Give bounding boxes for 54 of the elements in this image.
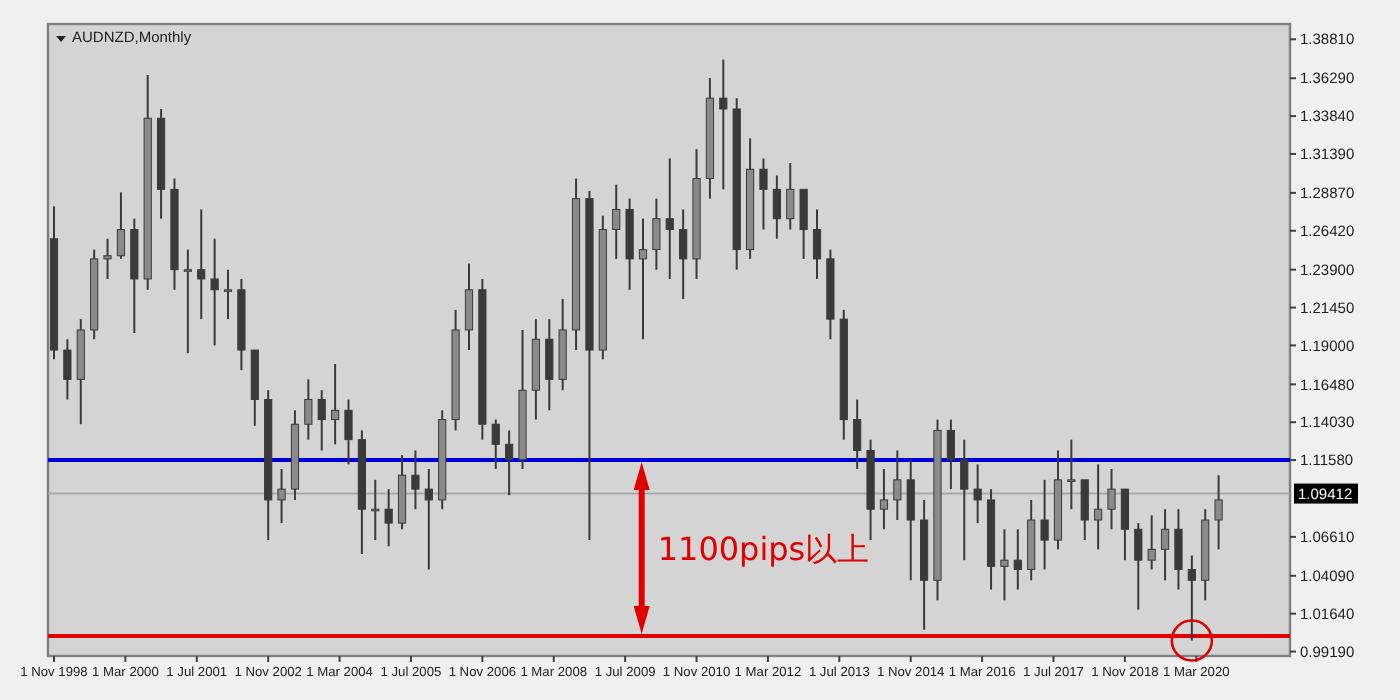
candlestick bbox=[1080, 478, 1089, 542]
candlestick bbox=[1107, 468, 1116, 531]
candlestick bbox=[545, 318, 554, 412]
candlestick bbox=[505, 429, 514, 497]
candlestick bbox=[879, 468, 889, 531]
candlestick bbox=[210, 237, 219, 347]
candlestick bbox=[1120, 488, 1129, 562]
candlestick bbox=[960, 438, 969, 562]
candlestick bbox=[652, 197, 661, 271]
candlestick bbox=[946, 418, 955, 491]
candlestick bbox=[317, 389, 326, 452]
candlestick bbox=[853, 398, 862, 471]
candlestick bbox=[612, 183, 621, 260]
candlestick bbox=[371, 478, 380, 542]
candlestick bbox=[1134, 522, 1143, 611]
candlestick bbox=[197, 208, 206, 321]
candlestick bbox=[973, 463, 982, 525]
candlestick bbox=[331, 362, 340, 446]
candlestick bbox=[464, 262, 474, 352]
candlestick bbox=[304, 378, 313, 441]
candlestick bbox=[411, 449, 420, 511]
candlestick bbox=[103, 237, 112, 280]
candlestick bbox=[1013, 528, 1022, 591]
candlestick bbox=[491, 418, 500, 471]
candlestick bbox=[1147, 514, 1156, 571]
candlestick bbox=[424, 468, 433, 571]
candlestick bbox=[1040, 478, 1049, 571]
candlestick bbox=[1067, 438, 1076, 511]
candlestick bbox=[63, 338, 72, 401]
candlestick bbox=[1187, 554, 1196, 642]
candlestick bbox=[277, 468, 286, 525]
candlestick bbox=[812, 208, 822, 280]
candlestick bbox=[1094, 463, 1103, 551]
candlestick bbox=[223, 268, 233, 321]
candlestick bbox=[1000, 528, 1009, 602]
candlestick bbox=[799, 188, 808, 260]
candlestick bbox=[893, 449, 902, 522]
candlestick bbox=[786, 162, 795, 231]
candlestick bbox=[906, 458, 915, 582]
candlestick bbox=[397, 454, 407, 531]
candlestick bbox=[116, 191, 126, 260]
candlestick bbox=[384, 488, 393, 548]
candlestick bbox=[344, 398, 353, 466]
candlestick bbox=[1160, 508, 1170, 582]
candlestick bbox=[679, 208, 688, 301]
candlestick bbox=[1214, 474, 1223, 551]
candlestick bbox=[638, 217, 648, 341]
candlestick bbox=[665, 157, 674, 280]
candlestick bbox=[772, 174, 781, 240]
candlestick bbox=[719, 58, 728, 191]
candlestick bbox=[759, 157, 768, 231]
annotation: 1100pips以上 bbox=[657, 529, 870, 568]
candlestick bbox=[1174, 508, 1183, 591]
candlestick bbox=[183, 248, 192, 355]
